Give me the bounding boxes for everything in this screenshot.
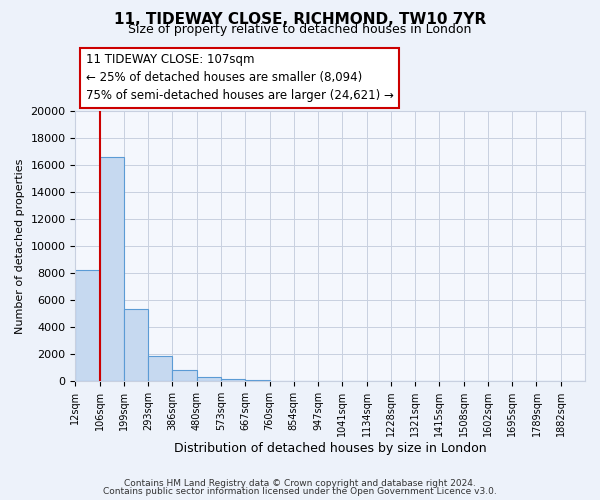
Text: 11 TIDEWAY CLOSE: 107sqm
← 25% of detached houses are smaller (8,094)
75% of sem: 11 TIDEWAY CLOSE: 107sqm ← 25% of detach… <box>86 54 394 102</box>
Text: Contains HM Land Registry data © Crown copyright and database right 2024.: Contains HM Land Registry data © Crown c… <box>124 478 476 488</box>
Bar <box>148 356 172 381</box>
Bar <box>124 310 148 381</box>
Bar <box>221 379 245 381</box>
Text: Contains public sector information licensed under the Open Government Licence v3: Contains public sector information licen… <box>103 487 497 496</box>
Bar <box>269 380 294 381</box>
X-axis label: Distribution of detached houses by size in London: Distribution of detached houses by size … <box>174 442 487 455</box>
Bar <box>197 377 221 381</box>
Bar <box>100 156 124 381</box>
Bar <box>172 370 197 381</box>
Y-axis label: Number of detached properties: Number of detached properties <box>15 158 25 334</box>
Text: 11, TIDEWAY CLOSE, RICHMOND, TW10 7YR: 11, TIDEWAY CLOSE, RICHMOND, TW10 7YR <box>114 12 486 28</box>
Bar <box>76 270 100 381</box>
Bar <box>245 380 269 381</box>
Text: Size of property relative to detached houses in London: Size of property relative to detached ho… <box>128 24 472 36</box>
